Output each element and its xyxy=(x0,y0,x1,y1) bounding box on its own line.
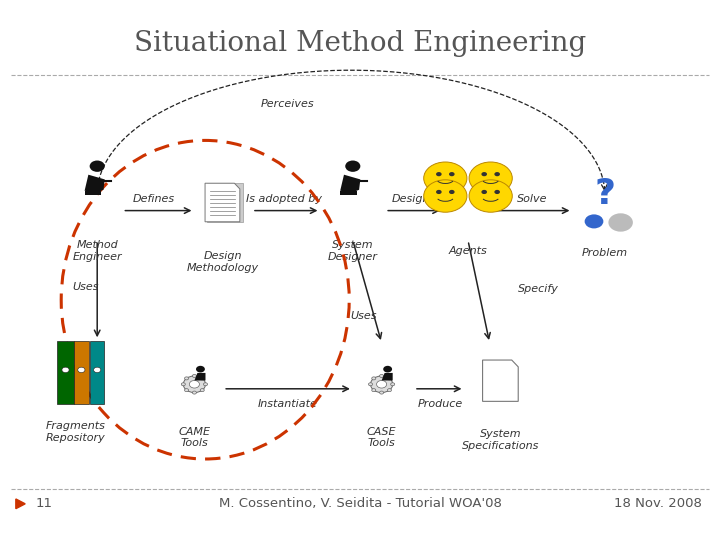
Circle shape xyxy=(436,190,441,194)
Text: M. Cossentino, V. Seidita - Tutorial WOA'08: M. Cossentino, V. Seidita - Tutorial WOA… xyxy=(219,497,501,510)
Text: Uses: Uses xyxy=(72,282,99,292)
Text: System
Designer: System Designer xyxy=(328,240,378,262)
Circle shape xyxy=(192,391,197,394)
Circle shape xyxy=(423,180,467,212)
Circle shape xyxy=(62,367,69,373)
Text: 18 Nov. 2008: 18 Nov. 2008 xyxy=(614,497,702,510)
Circle shape xyxy=(372,389,376,392)
Polygon shape xyxy=(482,360,518,401)
Text: 11: 11 xyxy=(36,497,53,510)
Polygon shape xyxy=(90,341,104,404)
Text: ?: ? xyxy=(594,178,616,211)
Text: Agents: Agents xyxy=(449,246,487,256)
Circle shape xyxy=(184,376,205,393)
Text: Fragments
Repository: Fragments Repository xyxy=(45,421,106,443)
Circle shape xyxy=(449,172,454,176)
Circle shape xyxy=(372,377,376,380)
Circle shape xyxy=(184,377,189,380)
Circle shape xyxy=(200,377,204,380)
Polygon shape xyxy=(382,373,392,381)
Text: Produce: Produce xyxy=(418,399,463,409)
Circle shape xyxy=(383,366,392,373)
Circle shape xyxy=(482,190,487,194)
Polygon shape xyxy=(207,183,243,222)
Text: Designs: Designs xyxy=(392,194,436,204)
Circle shape xyxy=(204,383,207,386)
Circle shape xyxy=(196,366,205,373)
Polygon shape xyxy=(340,191,356,195)
Polygon shape xyxy=(85,191,101,195)
Circle shape xyxy=(94,367,101,373)
Circle shape xyxy=(371,376,392,393)
Circle shape xyxy=(184,389,189,392)
Circle shape xyxy=(495,190,500,194)
Text: Is adopted by: Is adopted by xyxy=(246,194,323,204)
Text: Perceives: Perceives xyxy=(261,99,315,109)
Circle shape xyxy=(585,214,603,228)
Circle shape xyxy=(423,162,467,194)
Text: Instantiate: Instantiate xyxy=(258,399,318,409)
Text: CASE
Tools: CASE Tools xyxy=(367,427,396,448)
Circle shape xyxy=(449,190,454,194)
Circle shape xyxy=(189,381,199,388)
Text: Situational Method Engineering: Situational Method Engineering xyxy=(134,30,586,57)
Circle shape xyxy=(346,160,361,172)
Circle shape xyxy=(192,374,197,377)
Circle shape xyxy=(391,383,395,386)
Circle shape xyxy=(608,213,633,232)
Text: Method
Engineer: Method Engineer xyxy=(73,240,122,262)
Text: Defines: Defines xyxy=(132,194,174,204)
Text: CAME
Tools: CAME Tools xyxy=(179,427,210,448)
Circle shape xyxy=(200,389,204,392)
Circle shape xyxy=(369,383,372,386)
Circle shape xyxy=(482,172,487,176)
Circle shape xyxy=(436,172,441,176)
Circle shape xyxy=(387,377,392,380)
Circle shape xyxy=(469,180,513,212)
Text: Specify: Specify xyxy=(518,284,559,294)
Circle shape xyxy=(495,172,500,176)
Polygon shape xyxy=(16,499,25,509)
Circle shape xyxy=(181,383,185,386)
Circle shape xyxy=(469,162,513,194)
Text: System
Specifications: System Specifications xyxy=(462,429,539,451)
Polygon shape xyxy=(205,183,240,222)
Text: Design
Methodology: Design Methodology xyxy=(187,251,259,273)
Polygon shape xyxy=(85,175,105,193)
Polygon shape xyxy=(57,341,74,404)
Circle shape xyxy=(89,160,105,172)
Circle shape xyxy=(377,381,387,388)
Text: Uses: Uses xyxy=(351,311,377,321)
Circle shape xyxy=(78,367,85,373)
Circle shape xyxy=(379,391,384,394)
Polygon shape xyxy=(74,341,89,404)
Circle shape xyxy=(379,374,384,377)
Polygon shape xyxy=(340,175,360,193)
Text: Solve: Solve xyxy=(517,194,547,204)
Polygon shape xyxy=(194,373,205,381)
Circle shape xyxy=(387,389,392,392)
Text: Problem: Problem xyxy=(582,248,628,259)
